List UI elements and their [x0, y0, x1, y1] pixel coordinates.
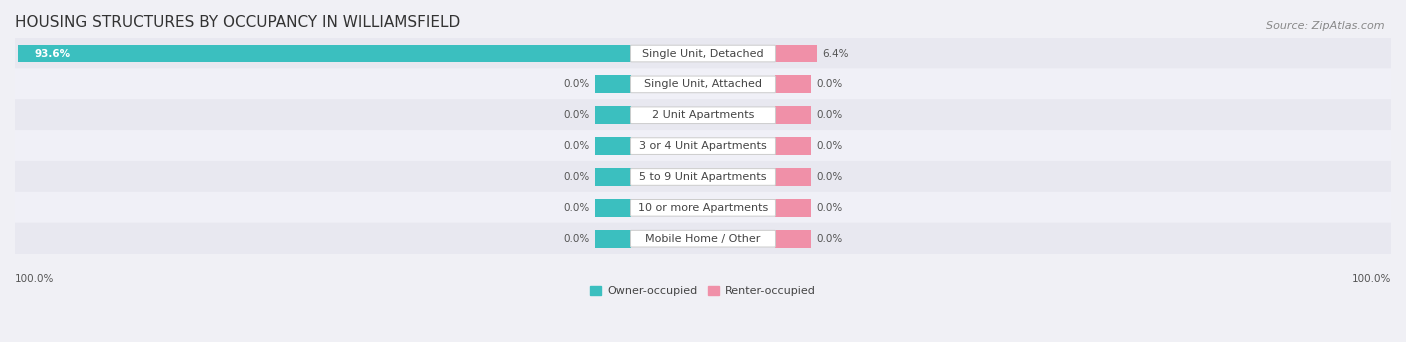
Text: 6.4%: 6.4% — [823, 49, 849, 58]
Bar — [775, 44, 817, 63]
FancyBboxPatch shape — [630, 76, 776, 93]
FancyBboxPatch shape — [15, 192, 1391, 224]
Text: 0.0%: 0.0% — [564, 141, 589, 151]
Text: Single Unit, Detached: Single Unit, Detached — [643, 49, 763, 58]
FancyBboxPatch shape — [630, 45, 776, 62]
FancyBboxPatch shape — [15, 223, 1391, 255]
FancyBboxPatch shape — [630, 169, 776, 185]
Text: 100.0%: 100.0% — [1351, 274, 1391, 284]
Bar — [775, 230, 811, 248]
Text: Source: ZipAtlas.com: Source: ZipAtlas.com — [1267, 21, 1385, 30]
Bar — [595, 76, 631, 93]
Text: 0.0%: 0.0% — [564, 110, 589, 120]
Text: 10 or more Apartments: 10 or more Apartments — [638, 203, 768, 213]
FancyBboxPatch shape — [15, 161, 1391, 193]
Text: Single Unit, Attached: Single Unit, Attached — [644, 79, 762, 89]
Text: 3 or 4 Unit Apartments: 3 or 4 Unit Apartments — [640, 141, 766, 151]
Text: 0.0%: 0.0% — [817, 172, 842, 182]
Text: 0.0%: 0.0% — [817, 110, 842, 120]
Bar — [775, 168, 811, 186]
Text: HOUSING STRUCTURES BY OCCUPANCY IN WILLIAMSFIELD: HOUSING STRUCTURES BY OCCUPANCY IN WILLI… — [15, 15, 460, 30]
Bar — [595, 168, 631, 186]
Text: 0.0%: 0.0% — [817, 203, 842, 213]
Bar — [775, 106, 811, 124]
Text: 93.6%: 93.6% — [34, 49, 70, 58]
Text: 0.0%: 0.0% — [564, 172, 589, 182]
Text: Mobile Home / Other: Mobile Home / Other — [645, 234, 761, 244]
Bar — [595, 106, 631, 124]
Text: 5 to 9 Unit Apartments: 5 to 9 Unit Apartments — [640, 172, 766, 182]
Text: 0.0%: 0.0% — [564, 203, 589, 213]
Text: 100.0%: 100.0% — [15, 274, 55, 284]
FancyBboxPatch shape — [15, 130, 1391, 162]
Text: 0.0%: 0.0% — [817, 79, 842, 89]
FancyBboxPatch shape — [630, 138, 776, 155]
FancyBboxPatch shape — [15, 99, 1391, 131]
Text: 0.0%: 0.0% — [817, 141, 842, 151]
Bar — [775, 199, 811, 217]
Text: 0.0%: 0.0% — [564, 234, 589, 244]
FancyBboxPatch shape — [15, 68, 1391, 101]
Bar — [595, 137, 631, 155]
FancyBboxPatch shape — [15, 38, 1391, 69]
Bar — [18, 44, 631, 63]
Bar — [775, 137, 811, 155]
FancyBboxPatch shape — [630, 231, 776, 247]
Legend: Owner-occupied, Renter-occupied: Owner-occupied, Renter-occupied — [591, 286, 815, 296]
FancyBboxPatch shape — [630, 199, 776, 216]
Text: 0.0%: 0.0% — [817, 234, 842, 244]
Bar — [595, 199, 631, 217]
FancyBboxPatch shape — [630, 107, 776, 123]
Text: 2 Unit Apartments: 2 Unit Apartments — [652, 110, 754, 120]
Text: 0.0%: 0.0% — [564, 79, 589, 89]
Bar — [595, 230, 631, 248]
Bar — [775, 76, 811, 93]
